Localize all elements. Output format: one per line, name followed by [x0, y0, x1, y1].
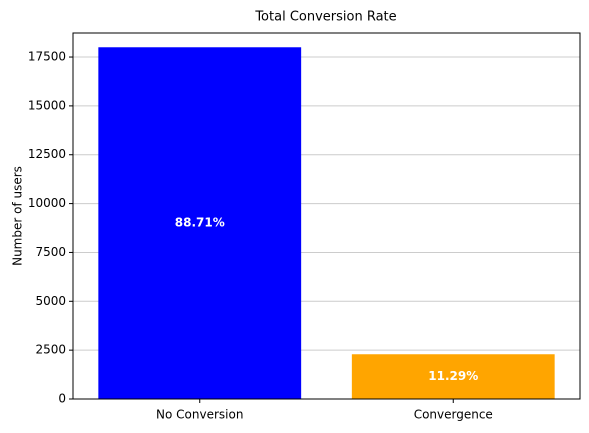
y-tick-label: 7500	[35, 245, 66, 259]
data-label: 88.71%	[175, 216, 225, 230]
x-tick-label: Convergence	[414, 408, 493, 422]
chart-title: Total Conversion Rate	[254, 10, 396, 25]
y-tick-label: 10000	[28, 196, 66, 210]
bar	[351, 354, 555, 399]
y-tick-label: 17500	[28, 50, 66, 64]
y-tick-label: 12500	[28, 147, 66, 161]
y-tick-label: 2500	[35, 343, 66, 357]
bar	[98, 47, 302, 399]
x-tick-label: No Conversion	[156, 408, 243, 422]
y-tick-label: 0	[58, 392, 66, 406]
data-label: 11.29%	[428, 369, 478, 383]
y-tick-label: 15000	[28, 98, 66, 112]
plot-frame	[72, 32, 581, 400]
y-tick-label: 5000	[35, 294, 66, 308]
y-axis-label: Number of users	[11, 166, 25, 266]
